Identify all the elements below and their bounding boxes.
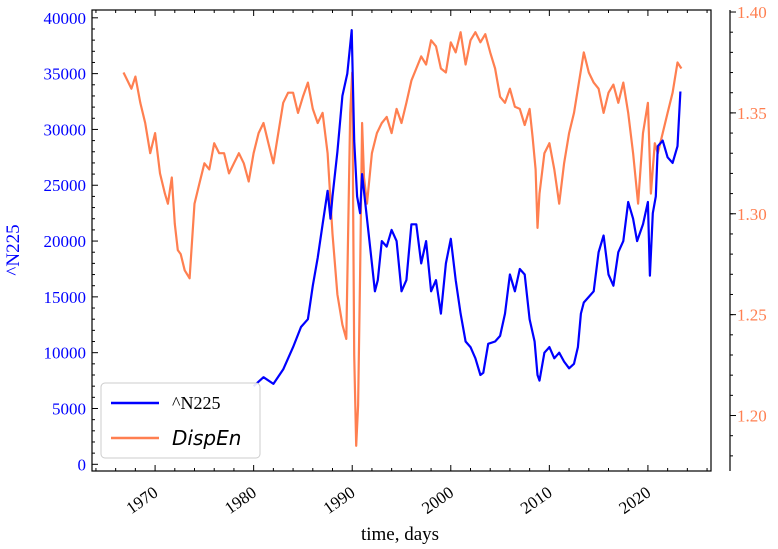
x-axis-label: time, days bbox=[361, 524, 439, 545]
y-left-tick-label: 0 bbox=[78, 455, 87, 474]
y-left-tick-label: 35000 bbox=[44, 65, 87, 84]
legend: ^N225 DispEn bbox=[100, 382, 261, 459]
y-left-tick-label: 25000 bbox=[44, 176, 87, 195]
series-layer bbox=[122, 29, 683, 447]
legend-label-n225: ^N225 bbox=[172, 393, 220, 413]
y-left-tick-label: 5000 bbox=[52, 399, 86, 418]
y-left-tick-label: 15000 bbox=[44, 288, 87, 307]
y-right-tick-label: 1.35 bbox=[737, 104, 767, 123]
series-line-n225 bbox=[252, 29, 682, 388]
y-right-tick-label: 1.25 bbox=[737, 306, 767, 325]
y-left-tick-label: 30000 bbox=[44, 120, 87, 139]
series-line-dispen bbox=[122, 31, 683, 447]
plot-frame bbox=[91, 9, 712, 472]
y-right-tick-label: 1.20 bbox=[737, 407, 767, 426]
axes-layer: 1970 1980 1990 2000 2010 20200500010000150002… bbox=[44, 3, 767, 518]
y-left-tick-label: 40000 bbox=[44, 9, 87, 28]
legend-label-dispen: DispEn bbox=[172, 426, 241, 450]
y-left-tick-label: 20000 bbox=[44, 232, 87, 251]
y-left-tick-label: 10000 bbox=[44, 344, 87, 363]
y-right-tick-label: 1.30 bbox=[737, 205, 767, 224]
y-right-tick-label: 1.40 bbox=[737, 3, 767, 22]
y-axis-label-left: ^N225 bbox=[3, 224, 24, 275]
